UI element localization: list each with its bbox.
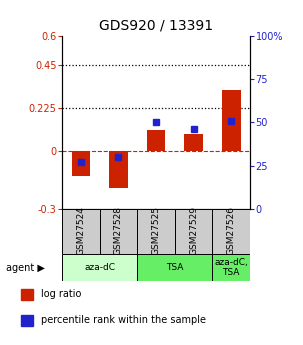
Bar (137, 254, 212, 281)
Bar (109, 151, 128, 188)
Bar (62, 209, 100, 254)
Text: agent ▶: agent ▶ (6, 264, 45, 273)
Text: percentile rank within the sample: percentile rank within the sample (41, 315, 206, 325)
Bar (175, 209, 212, 254)
Text: GSM27528: GSM27528 (114, 206, 123, 255)
Bar (100, 209, 137, 254)
Title: GDS920 / 13391: GDS920 / 13391 (99, 18, 213, 32)
Text: TSA: TSA (166, 263, 184, 272)
Bar (147, 130, 165, 151)
Bar (222, 90, 241, 151)
Text: GSM27529: GSM27529 (189, 206, 198, 255)
Bar (184, 134, 203, 151)
Text: log ratio: log ratio (41, 289, 81, 299)
Bar (72, 151, 90, 176)
Bar (137, 209, 175, 254)
Text: aza-dC: aza-dC (84, 263, 115, 272)
Text: GSM27525: GSM27525 (152, 206, 161, 255)
Bar (212, 209, 250, 254)
Text: GSM27524: GSM27524 (76, 206, 85, 255)
Text: aza-dC,
TSA: aza-dC, TSA (214, 258, 248, 277)
Bar (62, 254, 137, 281)
Text: GSM27526: GSM27526 (227, 206, 236, 255)
Bar (212, 254, 250, 281)
